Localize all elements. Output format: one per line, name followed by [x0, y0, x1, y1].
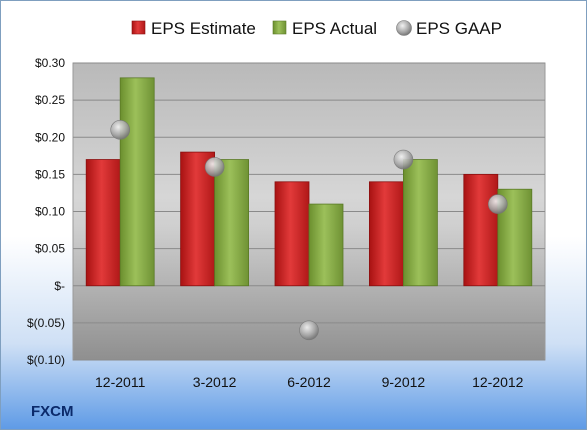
y-tick-label: $0.15 [35, 167, 65, 181]
eps-actual-bar [402, 159, 438, 287]
legend: EPS Estimate EPS Actual EPS GAAP [131, 19, 502, 38]
x-tick-label: 3-2012 [193, 374, 237, 390]
eps-gaap-point [299, 320, 319, 341]
eps-estimate-bar [85, 159, 121, 287]
x-tick-label: 9-2012 [382, 374, 426, 390]
ticker-label: FXCM [31, 403, 74, 420]
x-tick-label: 12-2011 [95, 374, 146, 390]
eps-gaap-point [393, 149, 414, 170]
y-tick-label: $0.30 [35, 56, 65, 70]
legend-swatch [272, 20, 287, 35]
y-tick-label: $0.20 [35, 130, 65, 144]
y-tick-label: $(0.10) [27, 353, 65, 367]
eps-actual-bar [119, 77, 155, 287]
eps-estimate-bar [463, 173, 499, 287]
x-axis: 12-2011 3-2012 6-2012 9-2012 12-2012 [95, 374, 524, 390]
y-tick-label: $- [54, 279, 65, 293]
legend-label: EPS Actual [292, 19, 377, 38]
y-tick-label: $0.05 [35, 242, 65, 256]
legend-eps-gaap: EPS GAAP [396, 19, 502, 38]
eps-actual-bar [214, 159, 250, 287]
legend-swatch [131, 20, 146, 35]
legend-label: EPS Estimate [151, 19, 256, 38]
x-tick-label: 6-2012 [287, 374, 331, 390]
legend-swatch [396, 20, 412, 36]
eps-gaap-point [487, 194, 508, 214]
y-tick-label: $0.10 [35, 205, 65, 219]
x-tick-label: 12-2012 [472, 374, 524, 390]
y-tick-label: $0.25 [35, 93, 65, 107]
bars [85, 77, 533, 287]
eps-gaap-point [110, 120, 130, 140]
eps-estimate-bar [274, 181, 310, 287]
gaap-points [110, 120, 508, 341]
legend-label: EPS GAAP [416, 19, 502, 38]
eps-estimate-bar [368, 181, 404, 287]
eps-gaap-point [204, 157, 225, 177]
eps-actual-bar [308, 203, 344, 287]
y-tick-label: $(0.05) [27, 316, 65, 330]
legend-eps-actual: EPS Actual [272, 19, 377, 38]
legend-eps-estimate: EPS Estimate [131, 19, 256, 38]
y-axis: $0.30 $0.25 $0.20 $0.15 $0.10 $0.05 $- $(0.05) $… [27, 56, 65, 367]
